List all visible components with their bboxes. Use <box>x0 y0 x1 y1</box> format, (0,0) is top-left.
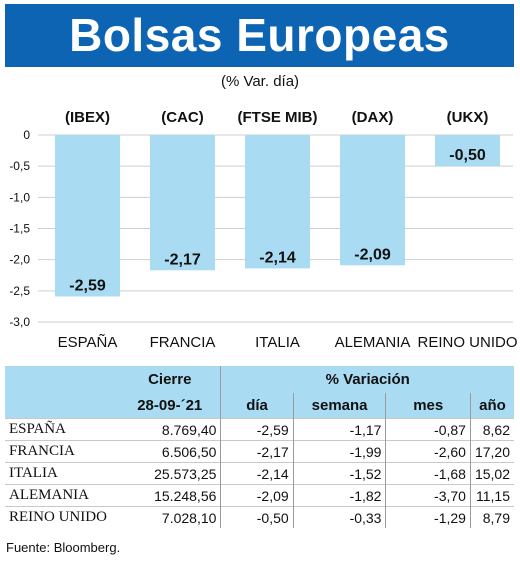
cell-ano: 8,79 <box>469 506 514 528</box>
header-semana: semana <box>292 393 386 419</box>
y-tick-label: -2,0 <box>9 253 30 267</box>
bar-value-label: -0,50 <box>449 147 486 164</box>
source-note: Fuente: Bloomberg. <box>6 540 121 555</box>
x-tick-label: ITALIA <box>255 334 300 351</box>
bar-layer <box>55 135 500 297</box>
x-tick-label: ALEMANIA <box>335 334 411 351</box>
cell-mes: -3,70 <box>385 484 471 507</box>
cell-semana: -0,33 <box>292 506 386 528</box>
cell-semana: -1,52 <box>292 462 386 485</box>
cell-semana: -1,82 <box>292 484 386 507</box>
chart-subtitle: (% Var. día) <box>220 73 300 90</box>
table-row: ESPAÑA 8.769,40 -2,59 -1,17 -0,87 8,62 <box>5 418 514 441</box>
bar <box>245 135 310 269</box>
header-blank-2 <box>5 393 120 419</box>
cell-cierre: 6.506,50 <box>119 440 221 463</box>
bar-value-label: -2,14 <box>259 249 296 266</box>
cell-ano: 15,02 <box>469 462 514 485</box>
cell-cierre: 15.248,56 <box>119 484 221 507</box>
table-body: ESPAÑA 8.769,40 -2,59 -1,17 -0,87 8,62 FRANCIA… <box>5 418 514 528</box>
cell-semana: -1,17 <box>292 418 386 441</box>
y-tick-label: 0 <box>23 128 30 142</box>
header-date: 28-09-´21 <box>119 393 221 419</box>
bar <box>55 135 120 297</box>
cell-cierre: 7.028,10 <box>119 506 221 528</box>
table-row: ALEMANIA 15.248,56 -2,09 -1,82 -3,70 11,15 <box>5 484 514 507</box>
header-blank <box>5 366 120 393</box>
bar-value-label: -2,59 <box>69 277 106 294</box>
x-tick-label: ESPAÑA <box>58 334 118 351</box>
cell-semana: -1,99 <box>292 440 386 463</box>
cell-cierre: 25.573,25 <box>119 462 221 485</box>
cell-name: REINO UNIDO <box>5 506 120 528</box>
cell-dia: -2,09 <box>220 484 294 507</box>
index-label: (FTSE MIB) <box>238 109 318 126</box>
bar-value-label: -2,17 <box>164 251 201 268</box>
index-label: (CAC) <box>161 109 204 126</box>
header-dia: día <box>220 393 294 419</box>
cell-name: ITALIA <box>5 462 120 485</box>
data-table: Cierre % Variación 28-09-´21 día semana … <box>5 366 514 528</box>
cell-dia: -2,14 <box>220 462 294 485</box>
page-title: Bolsas Europeas <box>69 9 450 61</box>
bar <box>435 135 500 167</box>
bar <box>340 135 405 266</box>
cell-ano: 8,62 <box>469 418 514 441</box>
table-row: REINO UNIDO 7.028,10 -0,50 -0,33 -1,29 8,79 <box>5 506 514 528</box>
cell-dia: -2,59 <box>220 418 294 441</box>
bar-chart: 0 -0,5 -1,0 -1,5 -2,0 -2,5 -3,0 -2,59 (IBEX) ESP… <box>9 109 518 351</box>
cell-mes: -2,60 <box>385 440 471 463</box>
cell-name: ALEMANIA <box>5 484 120 507</box>
cell-mes: -1,29 <box>385 506 471 528</box>
bar-value-label: -2,09 <box>354 246 391 263</box>
table-row: ITALIA 25.573,25 -2,14 -1,52 -1,68 15,02 <box>5 462 514 485</box>
header-mes: mes <box>385 393 471 419</box>
y-tick-label: -2,5 <box>9 284 30 298</box>
x-tick-label: REINO UNIDO <box>417 334 517 351</box>
header-variacion: % Variación <box>220 366 514 393</box>
y-tick-label: -1,0 <box>9 190 30 204</box>
header-ano: año <box>469 393 514 419</box>
index-label: (DAX) <box>352 109 394 126</box>
y-tick-label: -0,5 <box>9 159 30 173</box>
x-tick-label: FRANCIA <box>150 334 216 351</box>
index-label: (UKX) <box>447 109 489 126</box>
y-tick-label: -1,5 <box>9 222 30 236</box>
cell-name: FRANCIA <box>5 440 120 463</box>
cell-cierre: 8.769,40 <box>119 418 221 441</box>
cell-mes: -0,87 <box>385 418 471 441</box>
label-layer: -2,59 (IBEX) ESPAÑA -2,17 (CAC) FRANCIA -2,14 (… <box>58 109 518 351</box>
bar <box>150 135 215 271</box>
cell-dia: -0,50 <box>220 506 294 528</box>
cell-ano: 11,15 <box>469 484 514 507</box>
cell-name: ESPAÑA <box>5 418 120 441</box>
index-label: (IBEX) <box>65 109 110 126</box>
header-cierre: Cierre <box>119 366 221 393</box>
cell-mes: -1,68 <box>385 462 471 485</box>
cell-dia: -2,17 <box>220 440 294 463</box>
table-row: FRANCIA 6.506,50 -2,17 -1,99 -2,60 17,20 <box>5 440 514 463</box>
cell-ano: 17,20 <box>469 440 514 463</box>
title-banner: Bolsas Europeas <box>5 4 514 67</box>
y-tick-label: -3,0 <box>9 315 30 329</box>
